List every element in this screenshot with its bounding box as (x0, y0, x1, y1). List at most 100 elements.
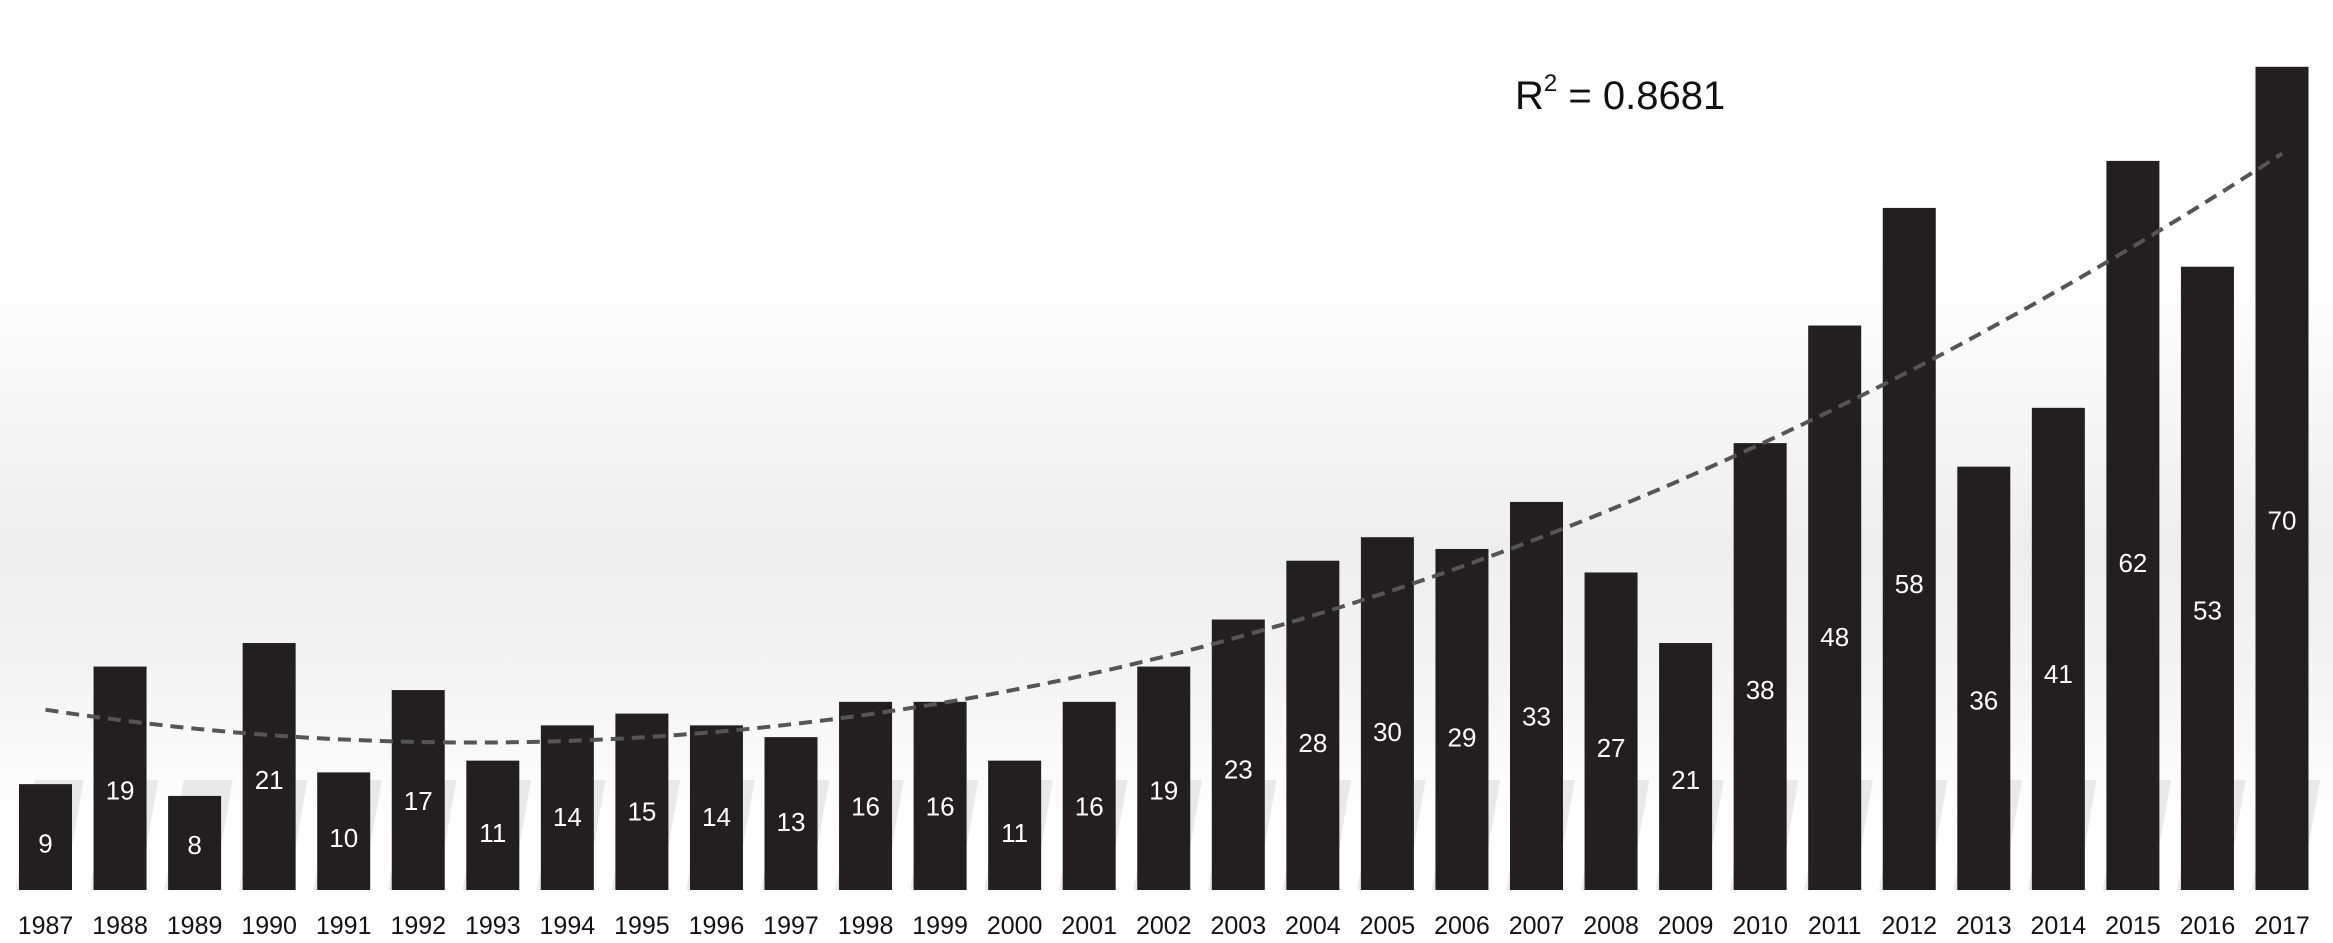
x-tick-2017: 2017 (2254, 912, 2310, 940)
x-tick-2009: 2009 (1658, 912, 1714, 940)
data-label-2013: 36 (1969, 685, 1998, 715)
bar-2007 (1510, 501, 1563, 890)
data-label-2007: 33 (1522, 701, 1551, 731)
x-tick-1993: 1993 (465, 912, 521, 940)
x-tick-1995: 1995 (614, 912, 670, 940)
data-label-2015: 62 (2118, 548, 2147, 578)
bar-2000 (988, 760, 1042, 890)
data-label-2012: 58 (1895, 569, 1924, 599)
bar-1988 (93, 666, 147, 890)
data-label-2002: 19 (1149, 775, 1178, 805)
x-tick-1987: 1987 (18, 912, 74, 940)
x-tick-1991: 1991 (316, 912, 372, 940)
x-tick-1988: 1988 (92, 912, 148, 940)
data-labels: 9 19 8 21 10 17 11 14 15 14 13 16 16 11 16 19 23 28 30 29 33… (38, 506, 2296, 860)
bar-2003 (1211, 619, 1265, 890)
data-label-1991: 10 (329, 823, 358, 853)
data-label-1997: 13 (777, 807, 806, 837)
bar-1991 (317, 772, 371, 890)
x-tick-2015: 2015 (2105, 912, 2161, 940)
x-tick-1994: 1994 (540, 912, 596, 940)
x-tick-2003: 2003 (1210, 912, 1266, 940)
data-label-1998: 16 (851, 791, 880, 821)
x-tick-2001: 2001 (1061, 912, 1117, 940)
x-tick-2000: 2000 (987, 912, 1043, 940)
bar-1996 (689, 725, 743, 890)
bar-2015 (2106, 160, 2160, 890)
x-tick-2010: 2010 (1732, 912, 1788, 940)
x-tick-2014: 2014 (2031, 912, 2087, 940)
data-label-1987: 9 (38, 828, 52, 858)
data-label-2001: 16 (1075, 791, 1104, 821)
data-label-1999: 16 (926, 791, 955, 821)
bar-1999 (913, 701, 967, 890)
x-tick-1992: 1992 (390, 912, 446, 940)
bar-1990 (242, 643, 296, 890)
data-label-1994: 14 (553, 802, 582, 832)
x-tick-2016: 2016 (2180, 912, 2236, 940)
x-tick-2005: 2005 (1360, 912, 1416, 940)
x-tick-1989: 1989 (167, 912, 223, 940)
bar-2017 (2255, 66, 2309, 891)
bar-1997 (764, 737, 818, 890)
data-label-1996: 14 (702, 802, 731, 832)
bar-2010 (1733, 443, 1787, 890)
data-label-2017: 70 (2268, 506, 2297, 536)
x-tick-2011: 2011 (1808, 912, 1862, 940)
data-label-2011: 48 (1820, 622, 1849, 652)
x-tick-2008: 2008 (1583, 912, 1639, 940)
r-squared-exponent: 2 (1543, 70, 1558, 97)
x-tick-2002: 2002 (1136, 912, 1192, 940)
data-label-1992: 17 (404, 786, 433, 816)
bar-1992 (391, 690, 445, 890)
data-label-1989: 8 (187, 830, 201, 860)
r-squared-prefix: R (1515, 74, 1544, 118)
bar-2009 (1659, 643, 1713, 890)
bar-1994 (540, 725, 594, 890)
bar-2004 (1286, 560, 1340, 890)
bar-2002 (1137, 666, 1191, 890)
data-label-2009: 21 (1671, 765, 1700, 795)
data-label-2010: 38 (1746, 675, 1775, 705)
data-label-2006: 29 (1447, 723, 1476, 753)
data-label-1990: 21 (255, 765, 284, 795)
bar-2016 (2180, 266, 2234, 891)
data-label-1988: 19 (106, 775, 135, 805)
x-tick-1999: 1999 (912, 912, 968, 940)
bar-2008 (1584, 572, 1638, 890)
bar-2005 (1360, 537, 1414, 890)
data-label-1995: 15 (627, 797, 656, 827)
x-axis-tick-labels: 1987 1988 1989 1990 1991 1992 1993 1994 1995 1996… (18, 912, 2310, 940)
bar-2014 (2031, 407, 2085, 890)
r-squared-value: = 0.8681 (1557, 74, 1726, 118)
data-label-2000: 11 (1001, 818, 1028, 848)
x-tick-1996: 1996 (689, 912, 745, 940)
x-tick-1990: 1990 (241, 912, 297, 940)
data-label-1993: 11 (479, 818, 506, 848)
data-label-2014: 41 (2044, 659, 2073, 689)
x-tick-1997: 1997 (763, 912, 819, 940)
x-tick-2004: 2004 (1285, 912, 1341, 940)
bar-2006 (1435, 548, 1489, 890)
data-label-2008: 27 (1597, 733, 1626, 763)
x-tick-2012: 2012 (1881, 912, 1937, 940)
bar-1989 (168, 795, 222, 890)
x-tick-1998: 1998 (838, 912, 894, 940)
bar-1995 (615, 713, 669, 890)
bar-1987 (19, 784, 72, 890)
data-label-2003: 23 (1224, 754, 1253, 784)
r-squared-annotation: R2 = 0.8681 (1515, 70, 1725, 119)
bar-2012 (1882, 207, 1936, 891)
data-label-2004: 28 (1298, 728, 1327, 758)
bars (19, 66, 2309, 891)
bar-1998 (839, 701, 893, 890)
x-tick-2007: 2007 (1509, 912, 1565, 940)
x-tick-2006: 2006 (1434, 912, 1490, 940)
data-label-2005: 30 (1373, 717, 1402, 747)
bar-1993 (466, 760, 520, 890)
x-tick-2013: 2013 (1956, 912, 2012, 940)
data-label-2016: 53 (2193, 596, 2222, 626)
bar-2011 (1808, 325, 1862, 890)
